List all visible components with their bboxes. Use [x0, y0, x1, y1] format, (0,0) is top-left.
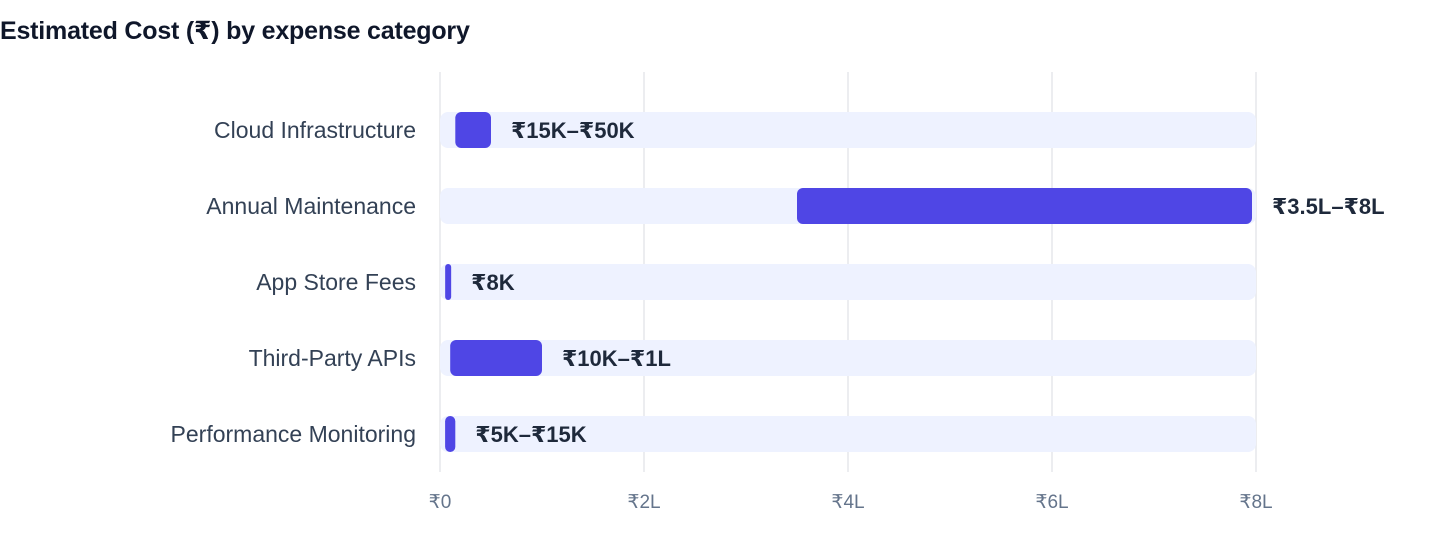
value-label-performance-monitoring: ₹5K–₹15K: [475, 422, 586, 447]
category-label-performance-monitoring: Performance Monitoring: [171, 421, 416, 447]
x-tick-label-4: ₹8L: [1239, 492, 1272, 513]
bar-track-third-party-apis: [440, 340, 1256, 376]
bar-track-performance-monitoring: [440, 416, 1256, 452]
x-tick-label-0: ₹0: [429, 492, 452, 513]
value-label-third-party-apis: ₹10K–₹1L: [562, 346, 671, 371]
category-labels: Cloud Infrastructure Annual Maintenance Ap…: [171, 117, 416, 447]
x-tick-label-3: ₹6L: [1035, 492, 1068, 513]
value-label-cloud-infrastructure: ₹15K–₹50K: [511, 118, 635, 143]
x-tick-labels: ₹0 ₹2L ₹4L ₹6L ₹8L: [429, 492, 1273, 513]
value-label-app-store-fees: ₹8K: [471, 270, 515, 295]
bar-app-store-fees: [445, 264, 452, 300]
bar-annual-maintenance: [797, 188, 1252, 224]
category-label-app-store-fees: App Store Fees: [256, 269, 416, 295]
category-label-annual-maintenance: Annual Maintenance: [206, 193, 416, 219]
bar-third-party-apis: [450, 340, 542, 376]
x-tick-label-1: ₹2L: [627, 492, 660, 513]
bar-performance-monitoring: [445, 416, 456, 452]
value-label-annual-maintenance: ₹3.5L–₹8L: [1272, 194, 1385, 219]
value-labels: ₹15K–₹50K ₹3.5L–₹8L ₹8K ₹10K–₹1L ₹5K–₹15K: [471, 118, 1384, 447]
chart-title: Estimated Cost (₹) by expense category: [0, 17, 470, 45]
bars: [445, 112, 1252, 452]
category-label-third-party-apis: Third-Party APIs: [249, 345, 416, 371]
bar-track-cloud-infrastructure: [440, 112, 1256, 148]
bar-track-app-store-fees: [440, 264, 1256, 300]
bar-cloud-infrastructure: [455, 112, 491, 148]
category-label-cloud-infrastructure: Cloud Infrastructure: [214, 117, 416, 143]
x-tick-label-2: ₹4L: [831, 492, 864, 513]
